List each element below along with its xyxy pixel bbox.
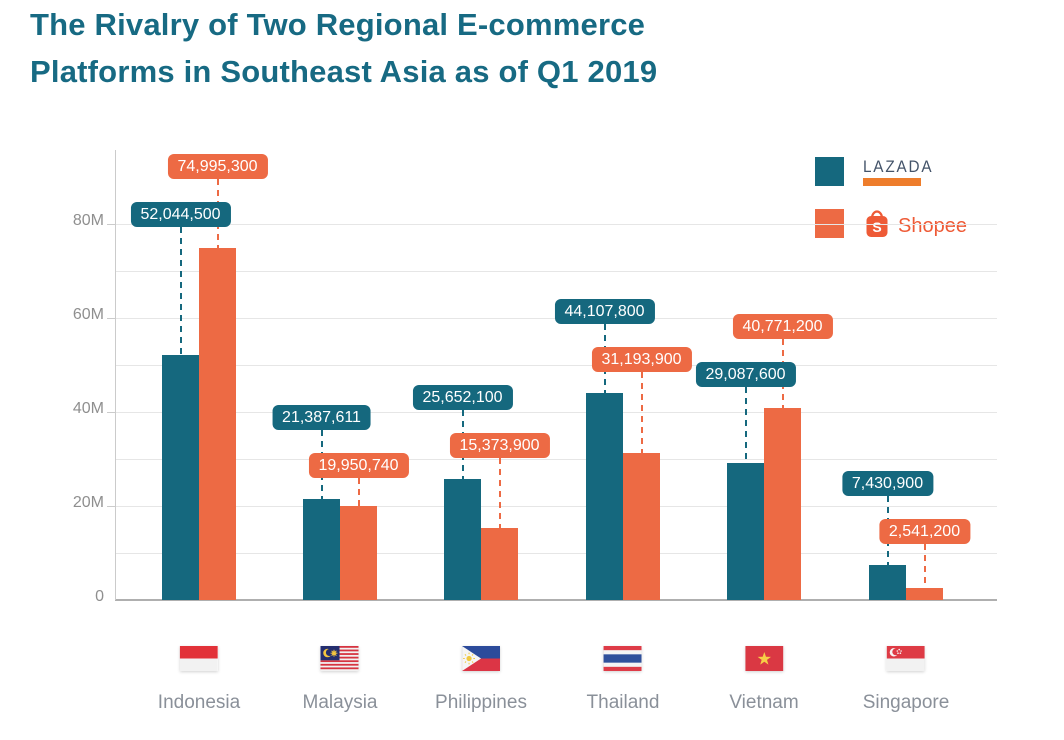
shopee-logo-text: Shopee (898, 214, 967, 237)
lazada-color-swatch (815, 157, 844, 186)
y-axis-line (115, 150, 116, 600)
lazada-logo-text: LAZADA (863, 156, 934, 176)
gridline-50m (115, 365, 997, 366)
data-label-lazada-malaysia: 21,387,611 (272, 405, 371, 431)
category-label: Singapore (862, 692, 950, 713)
flag-vietnam-icon (744, 646, 783, 671)
lazada-logo: LAZADA (863, 158, 941, 186)
y-tick-mark (107, 506, 115, 507)
data-label-lazada-indonesia: 52,044,500 (130, 201, 231, 227)
shopee-color-swatch (815, 208, 844, 238)
bar-lazada-vietnam (727, 463, 764, 600)
shopee-bag-icon: S (866, 210, 888, 237)
data-label-shopee-indonesia: 74,995,300 (167, 153, 268, 179)
category-label: Malaysia (302, 692, 378, 713)
bar-lazada-malaysia (303, 499, 340, 600)
chart-title-line-2: Platforms in Southeast Asia as of Q1 201… (30, 54, 658, 89)
category-label: Philippines (435, 692, 527, 713)
category-vietnam: Vietnam (729, 646, 799, 714)
gridline-30m (115, 459, 997, 460)
flag-singapore-icon (887, 646, 925, 671)
data-label-lazada-vietnam: 29,087,600 (695, 362, 796, 388)
bar-shopee-indonesia (199, 247, 236, 600)
flag-thailand-icon (603, 646, 642, 671)
category-malaysia: Malaysia (302, 646, 378, 714)
legend-item-lazada: LAZADA (815, 157, 967, 186)
bar-shopee-thailand (623, 453, 660, 600)
leader-shopee-philippines (498, 458, 501, 528)
y-tick-label-0: 0 (95, 588, 104, 605)
x-axis-baseline (115, 599, 997, 601)
category-indonesia: Indonesia (158, 646, 240, 714)
leader-shopee-thailand (640, 371, 643, 454)
gridline-70m (115, 271, 997, 272)
y-tick-label-20m: 20M (72, 494, 104, 511)
gridline-20m (115, 506, 997, 507)
flag-philippines-icon (462, 646, 500, 671)
bar-lazada-indonesia (162, 355, 199, 600)
gridline-80m (115, 224, 997, 225)
chart-title-line-1: The Rivalry of Two Regional E-commerce (30, 7, 646, 42)
data-label-shopee-thailand: 31,193,900 (591, 346, 692, 372)
data-label-lazada-thailand: 44,107,800 (554, 298, 655, 324)
chart-title: The Rivalry of Two Regional E-commerce Pl… (30, 1, 850, 95)
y-tick-mark (107, 224, 115, 225)
y-tick-label-60m: 60M (72, 306, 104, 323)
bar-lazada-philippines (444, 479, 481, 600)
data-label-lazada-philippines: 25,652,100 (412, 385, 513, 411)
y-tick-label-40m: 40M (72, 400, 104, 417)
category-singapore: Singapore (862, 646, 950, 714)
shopee-logo: S Shopee (863, 206, 967, 240)
leader-lazada-indonesia (179, 226, 182, 356)
data-label-shopee-malaysia: 19,950,740 (308, 453, 409, 479)
data-label-shopee-vietnam: 40,771,200 (732, 314, 833, 340)
category-label: Thailand (586, 692, 660, 713)
category-label: Indonesia (157, 692, 241, 713)
bar-shopee-malaysia (340, 506, 377, 600)
leader-shopee-malaysia (357, 478, 360, 507)
data-label-shopee-singapore: 2,541,200 (878, 519, 971, 545)
flag-indonesia-icon (180, 646, 218, 671)
legend-item-shopee: S Shopee (815, 206, 967, 240)
data-label-shopee-philippines: 15,373,900 (449, 433, 550, 459)
bar-lazada-thailand (586, 392, 623, 600)
category-label: Vietnam (729, 692, 799, 713)
leader-lazada-vietnam (744, 387, 747, 464)
svg-text:S: S (872, 219, 881, 235)
y-tick-mark (107, 412, 115, 413)
data-label-lazada-singapore: 7,430,900 (841, 471, 934, 497)
category-thailand: Thailand (586, 646, 660, 714)
y-tick-mark (107, 318, 115, 319)
leader-shopee-singapore (923, 544, 926, 589)
bar-shopee-singapore (906, 588, 943, 600)
flag-malaysia-icon (320, 646, 359, 671)
y-tick-label-80m: 80M (72, 212, 104, 229)
legend: LAZADA S Shopee (815, 157, 967, 240)
gridline-10m (115, 553, 997, 554)
category-philippines: Philippines (435, 646, 527, 714)
bar-lazada-singapore (869, 565, 906, 600)
gridline-40m (115, 412, 997, 413)
lazada-logo-underline (863, 177, 921, 186)
bar-shopee-philippines (481, 527, 518, 600)
bar-shopee-vietnam (764, 408, 801, 600)
